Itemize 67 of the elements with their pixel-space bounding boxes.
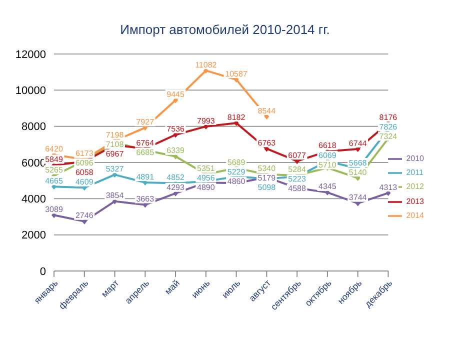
y-tick-label: 4000 xyxy=(22,194,46,206)
data-label: 4852 xyxy=(166,173,185,182)
data-label: 7324 xyxy=(379,132,398,141)
data-label: 6077 xyxy=(288,150,307,160)
data-label: 4956 xyxy=(197,174,216,183)
data-label: 6967 xyxy=(106,150,124,159)
data-label: 6069 xyxy=(318,151,337,160)
y-tick-label: 8000 xyxy=(22,121,46,134)
legend-label: 2011 xyxy=(406,168,424,178)
data-label: 4891 xyxy=(136,172,155,182)
data-label: 4313 xyxy=(379,182,398,192)
chart-title: Импорт автомобилей 2010-2014 гг. xyxy=(119,21,331,39)
data-label: 5284 xyxy=(288,165,307,174)
data-label: 4665 xyxy=(45,176,64,186)
data-label: 5849 xyxy=(45,155,64,164)
data-label: 4860 xyxy=(227,176,246,186)
data-label: 6764 xyxy=(136,138,155,148)
data-label: 3744 xyxy=(348,193,368,202)
data-label: 4890 xyxy=(197,183,216,192)
data-label: 7993 xyxy=(197,116,216,126)
data-label: 5223 xyxy=(288,174,307,184)
data-label: 3854 xyxy=(106,191,124,200)
data-label: 8182 xyxy=(227,112,246,122)
data-label: 5710 xyxy=(318,160,337,170)
data-label: 6173 xyxy=(75,149,94,158)
data-label: 7536 xyxy=(166,124,185,134)
data-label: 2746 xyxy=(75,211,94,220)
data-label: 6058 xyxy=(75,168,94,178)
data-label: 5668 xyxy=(348,158,368,168)
data-label: 3663 xyxy=(136,194,155,204)
legend-label: 2013 xyxy=(406,196,424,206)
data-label: 8176 xyxy=(379,112,398,122)
data-label: 4293 xyxy=(166,183,185,192)
data-label: 8544 xyxy=(258,106,276,116)
data-label: 6763 xyxy=(258,138,276,148)
data-label: 5327 xyxy=(106,164,124,174)
data-label: 5098 xyxy=(258,183,276,192)
data-label: 9445 xyxy=(166,90,185,100)
data-label: 6618 xyxy=(318,141,337,150)
data-label: 7108 xyxy=(106,140,124,150)
y-tick-label: 12000 xyxy=(15,48,46,61)
data-label: 6685 xyxy=(136,148,155,157)
data-label: 6744 xyxy=(348,138,368,148)
data-label: 7826 xyxy=(379,122,398,132)
y-tick-label: 2000 xyxy=(22,230,46,242)
data-label: 5340 xyxy=(258,164,276,174)
data-label: 5265 xyxy=(45,166,64,175)
data-label: 5351 xyxy=(197,164,216,174)
data-label: 6339 xyxy=(166,146,185,156)
data-label: 4609 xyxy=(75,178,94,187)
data-label: 6096 xyxy=(75,158,94,168)
data-label: 7927 xyxy=(136,117,155,126)
legend-label: 2014 xyxy=(406,210,424,220)
text: 2012 xyxy=(406,182,424,192)
data-label: 5140 xyxy=(348,168,368,177)
y-tick-label: 10000 xyxy=(15,85,46,98)
data-label: 5229 xyxy=(227,167,246,176)
data-label: 7198 xyxy=(106,130,124,140)
y-tick-label: 0 xyxy=(40,266,46,278)
x-tick-label: май xyxy=(162,278,182,296)
data-label: 6420 xyxy=(45,144,64,154)
legend-label: 2010 xyxy=(406,154,424,164)
data-label: 4345 xyxy=(318,182,337,192)
data-label: 10587 xyxy=(225,69,248,78)
data-label: 5689 xyxy=(227,158,246,167)
data-label: 11082 xyxy=(195,60,218,70)
data-label: 3089 xyxy=(45,204,64,214)
